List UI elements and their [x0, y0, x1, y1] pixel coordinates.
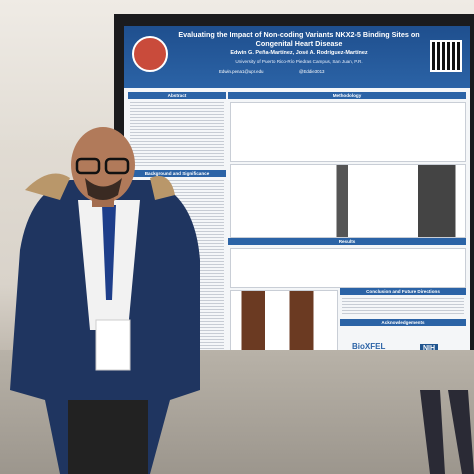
tie: [102, 205, 116, 300]
qr-code: [430, 40, 462, 72]
poster-email: Edwin.pena1@upr.edu: [219, 69, 264, 74]
logo: NIH: [420, 344, 439, 353]
poster-affiliation: University of Puerto Rico-Río Piedras Ca…: [235, 59, 363, 64]
text-block: [130, 102, 224, 166]
figure: [230, 248, 466, 288]
text-block: [342, 298, 464, 316]
section-heading: Conclusion and Future Directions: [340, 288, 466, 295]
figure: [230, 164, 466, 238]
poster-title: Evaluating the Impact of Non-coding Vari…: [178, 30, 420, 48]
section-heading: Results: [228, 238, 466, 245]
figure: [230, 102, 466, 162]
section-heading: Abstract: [128, 92, 226, 99]
poster-authors: Edwin G. Peña-Martínez, José A. Rodrígue…: [230, 50, 368, 56]
glasses: [75, 157, 101, 175]
poster-header: Evaluating the Impact of Non-coding Vari…: [124, 26, 470, 88]
beard: [85, 178, 122, 200]
bystander-legs: [420, 390, 474, 474]
badge: [95, 319, 131, 371]
figure: [230, 290, 338, 358]
university-seal: [132, 36, 168, 72]
logo: BioXFEL: [352, 342, 386, 351]
section-heading: Methodology: [228, 92, 466, 99]
pants: [68, 400, 148, 474]
poster-handle: @Eddie3013: [299, 69, 325, 74]
section-heading: Background and Significance: [128, 170, 226, 177]
glasses: [104, 157, 130, 175]
fur-hood: [25, 173, 175, 200]
section-heading: Acknowledgements: [340, 319, 466, 326]
